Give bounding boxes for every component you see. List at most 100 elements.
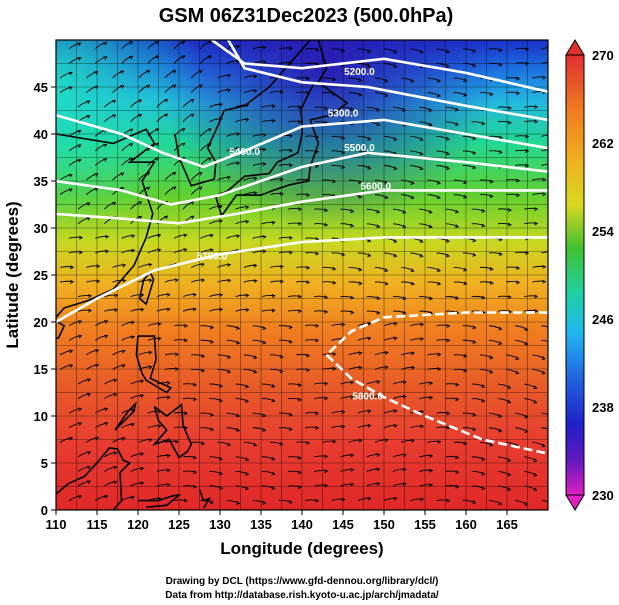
streamline-arrow [560,385,563,388]
streamline-arrow [446,411,451,416]
streamline-arrow [332,179,337,184]
streamline-arrow [271,294,276,298]
streamline-arrow [138,201,143,205]
streamline-arrow [367,63,372,68]
streamline-arrow [376,209,381,214]
streamline-arrow [384,78,389,83]
streamline-arrow [560,119,563,122]
streamline-arrow [166,381,171,385]
x-tick-label: 140 [291,517,313,532]
streamline-arrow [146,70,151,74]
streamline-arrow [95,349,100,353]
streamline-arrow [489,281,494,285]
streamline-arrow [472,253,477,257]
streamline-arrow [114,293,119,298]
streamline-arrow [341,165,346,170]
streamline-arrow [155,40,160,45]
streamline-arrow [306,76,311,81]
streamline-arrow [445,137,450,141]
plot-area: 5200.0 5300.0 5400.0 5500.0 5600.0 5700.0 5800… [56,40,563,510]
coastline [198,489,212,509]
streamline-arrow [533,400,538,404]
streamline-arrow [534,294,539,299]
streamline-arrow [446,425,451,430]
streamline-arrow [367,238,372,243]
streamline-arrow [279,369,284,374]
streamline-arrow [534,309,539,314]
streamline-arrow [507,487,512,491]
streamline-arrow [428,108,433,112]
streamline-arrow [358,365,363,370]
streamline-arrow [541,370,546,375]
streamline-arrow [341,322,346,327]
streamline-arrow [481,209,486,213]
streamline-arrow [350,395,355,400]
streamline-arrow [279,90,284,94]
streamline-arrow [279,442,284,446]
streamline [550,384,563,387]
coastline [223,40,311,112]
streamline-arrow [419,166,424,171]
streamline-arrow [207,40,212,45]
streamline-arrow [376,482,381,486]
streamline-arrow [174,278,179,283]
streamline-arrow [129,128,134,133]
streamline-arrow [324,222,329,227]
streamline-arrow [489,442,494,447]
streamline-arrow [472,136,477,141]
streamline-arrow [253,191,258,195]
streamline-arrow [393,253,398,258]
streamline-arrow [69,437,74,441]
streamline-arrow [560,221,563,224]
streamline-arrow [68,86,73,90]
streamline-arrow [227,263,232,268]
streamline-arrow [245,308,250,312]
streamline-arrow [350,107,355,111]
streamline-arrow [70,265,75,270]
streamline-arrow [192,484,198,489]
streamline-arrow [184,338,189,343]
streamline-arrow [341,136,346,140]
streamline-arrow [367,49,372,54]
streamline-arrow [166,293,171,297]
streamline-arrow [77,42,82,47]
streamline-arrow [306,353,311,358]
streamline-arrow [172,84,177,89]
streamline-arrow [498,501,503,506]
streamline-arrow [341,252,346,257]
streamline-arrow [525,163,530,168]
streamline-arrow [148,350,153,355]
streamline-arrow [113,393,118,397]
streamline-arrow [262,413,267,418]
y-tick-label: 35 [34,174,48,189]
contour-label: 5600.0 [361,182,392,193]
streamline-arrow [324,208,329,213]
colorbar-bottom-triangle [565,494,585,511]
streamline-arrow [455,484,460,489]
streamline-arrow [157,233,162,238]
streamline-arrow [139,394,145,398]
streamline-arrow [489,194,494,199]
streamline-arrow [481,457,486,461]
streamline-arrow [298,221,302,226]
colorbar-ticks: 270 262 254 246 238 230 [592,48,614,503]
streamline-arrow [86,217,91,221]
streamline-arrow [402,453,407,458]
streamline-arrow [236,234,241,239]
streamline-arrow [262,249,267,254]
streamline-arrow [86,465,92,470]
streamline-arrow [166,483,171,487]
streamline-arrow [445,253,450,258]
streamline-arrow [121,437,126,441]
streamline [550,106,563,108]
streamline-arrow [130,495,135,500]
streamline-arrow [104,422,109,426]
streamline-arrow [146,186,151,191]
streamline-arrow [130,320,135,325]
streamline-arrow [210,500,215,505]
streamline-arrow [437,352,442,357]
streamline-arrow [288,148,293,153]
streamline-arrow [542,192,547,197]
streamline-arrow [157,424,162,429]
streamline-arrow [181,55,186,59]
